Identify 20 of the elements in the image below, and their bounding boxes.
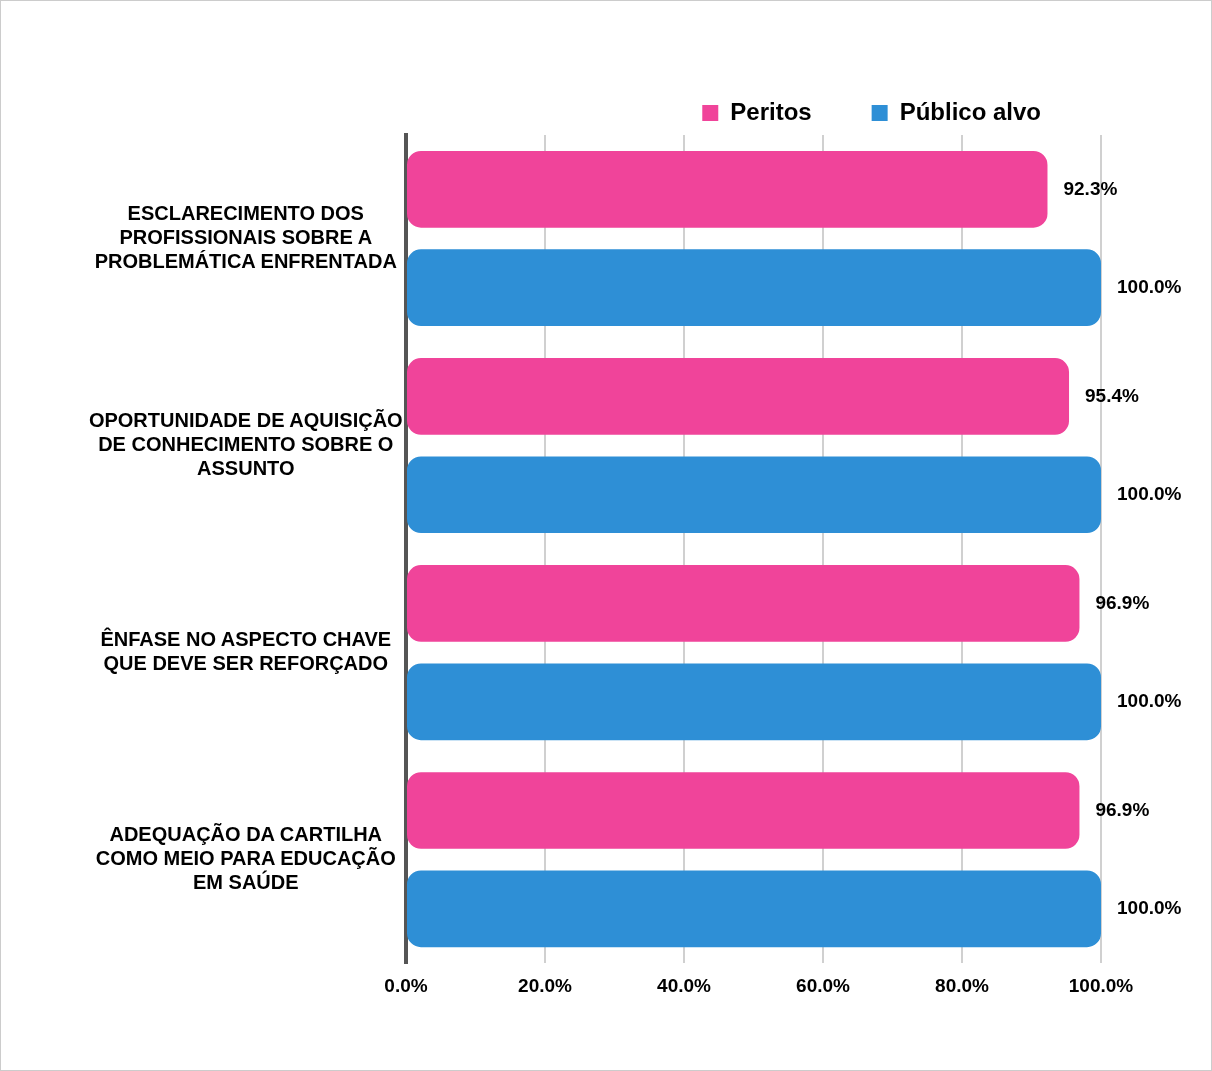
- y-tick-label: ADEQUAÇÃO DA CARTILHA COMO MEIO PARA EDUCAÇÃO EM SAÚDE: [95, 823, 396, 894]
- data-label: 100.0%: [1117, 482, 1182, 504]
- data-label: 96.9%: [1095, 591, 1150, 613]
- x-tick-label: 0.0%: [384, 974, 428, 996]
- x-tick-label: 100.0%: [1068, 974, 1134, 996]
- y-tick-label: ÊNFASE NO ASPECTO CHAVE QUE DEVE SER REFORÇADO: [100, 627, 392, 675]
- data-label: 100.0%: [1117, 275, 1182, 297]
- x-tick-label: 40.0%: [657, 974, 712, 996]
- x-tick-label: 80.0%: [935, 974, 990, 996]
- data-label: 96.9%: [1095, 798, 1150, 820]
- data-label: 92.3%: [1063, 177, 1118, 199]
- x-tick-label: 60.0%: [796, 974, 851, 996]
- data-label: 95.4%: [1085, 384, 1140, 406]
- y-tick-label: ESCLARECIMENTO DOS PROFISSIONAIS SOBRE A PROBLEMÁTICA ENFRENTADA: [94, 202, 397, 273]
- data-label: 100.0%: [1117, 897, 1182, 919]
- legend-label: Público alvo: [899, 97, 1042, 125]
- x-tick-label: 20.0%: [518, 974, 573, 996]
- y-tick-label: OPORTUNIDADE DE AQUISIÇÃO DE CONHECIMENTO SOBRE O ASSUNTO: [88, 409, 403, 480]
- data-label: 100.0%: [1117, 690, 1182, 712]
- legend-label: Peritos: [730, 97, 812, 125]
